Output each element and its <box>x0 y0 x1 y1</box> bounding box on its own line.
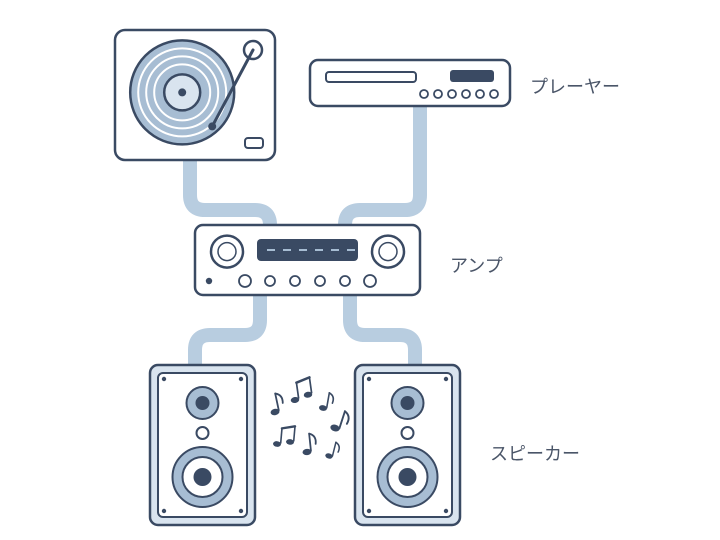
label-players: プレーヤー <box>530 73 620 99</box>
cd-player <box>310 60 510 106</box>
speaker-right <box>355 365 460 525</box>
label-amp: アンプ <box>450 252 503 278</box>
label-speakers: スピーカー <box>490 440 580 466</box>
cable <box>195 295 260 370</box>
music-notes <box>267 377 351 460</box>
turntable <box>115 30 275 160</box>
cable <box>345 106 420 230</box>
cable <box>350 295 415 370</box>
amplifier <box>195 225 420 295</box>
cable <box>190 160 270 230</box>
speaker-left <box>150 365 255 525</box>
